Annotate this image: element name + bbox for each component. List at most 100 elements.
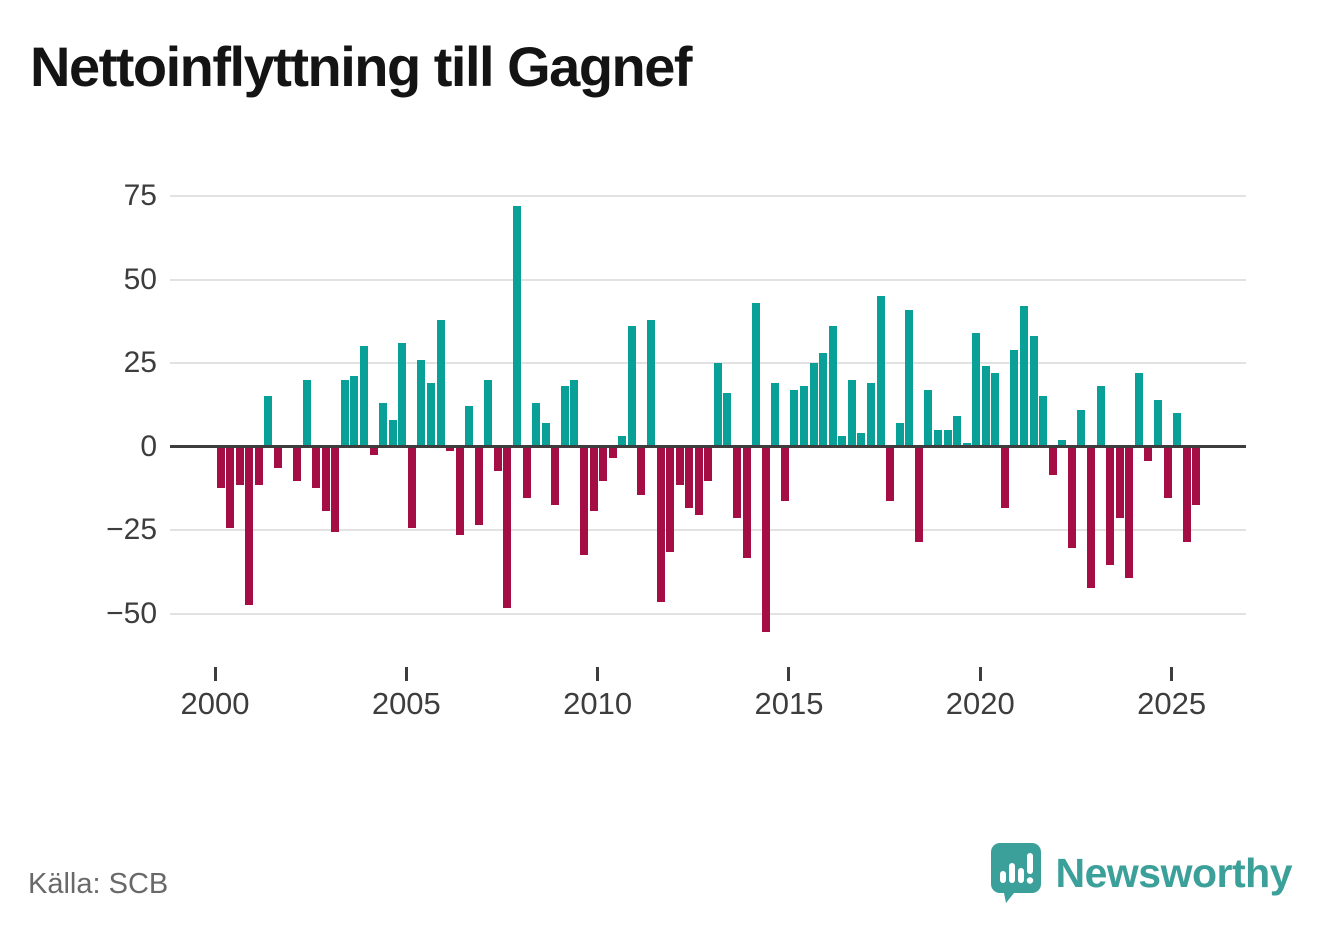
x-tick [596, 667, 600, 681]
bar [254, 448, 263, 485]
bar [627, 326, 636, 447]
bar [876, 296, 885, 447]
bar [733, 448, 742, 519]
bar [723, 393, 732, 447]
bar [560, 386, 569, 447]
bar [1182, 448, 1191, 542]
newsworthy-logo-icon [990, 843, 1041, 903]
bar [245, 448, 254, 605]
bar [780, 448, 789, 502]
bar [522, 448, 531, 499]
x-tick-label: 2005 [371, 686, 441, 721]
x-tick-label: 2015 [754, 686, 824, 721]
bar [436, 319, 445, 447]
bar [484, 379, 493, 447]
bar [1144, 448, 1153, 462]
bar [1058, 439, 1067, 447]
y-tick-label: 25 [123, 346, 157, 379]
bar [331, 448, 340, 532]
bar [551, 448, 560, 505]
bar [493, 448, 502, 472]
y-tick-label: 75 [123, 179, 157, 212]
bar [800, 386, 809, 447]
bar [417, 359, 426, 447]
bar [350, 376, 359, 447]
bar [1115, 448, 1124, 519]
bar [1153, 399, 1162, 447]
bar [933, 429, 942, 447]
bar [981, 366, 990, 447]
bar [1029, 336, 1038, 447]
x-tick-label: 2020 [945, 686, 1015, 721]
bar [962, 443, 971, 447]
source-label: Källa: SCB [28, 868, 169, 900]
bar [866, 383, 875, 447]
bar [656, 448, 665, 602]
bar [226, 448, 235, 529]
x-tick [404, 667, 408, 681]
bar [771, 383, 780, 447]
bar [1087, 448, 1095, 589]
bar [809, 363, 818, 447]
y-tick-label: 50 [123, 262, 157, 296]
x-tick [787, 667, 791, 681]
bar [1010, 349, 1019, 447]
bar [359, 346, 368, 447]
bar [273, 448, 282, 469]
bar [513, 206, 522, 447]
bar [570, 379, 579, 447]
x-tick [1170, 667, 1174, 681]
x-tick [213, 667, 217, 681]
bar [1096, 386, 1105, 447]
x-tick [978, 667, 982, 681]
bar [608, 448, 617, 459]
bar [446, 448, 455, 452]
gridline [170, 612, 1246, 615]
bar [1134, 373, 1143, 447]
bar [1048, 448, 1057, 475]
bar [1000, 448, 1009, 509]
bar [819, 352, 828, 447]
bar [666, 448, 675, 552]
gridline [170, 362, 1246, 364]
newsworthy-logo-label: Newsworthy [1055, 849, 1293, 896]
bar [216, 448, 225, 489]
gridline [170, 529, 1246, 531]
bar [264, 396, 273, 447]
bar [1039, 396, 1048, 447]
gridline [170, 195, 1246, 197]
bar [1173, 413, 1182, 447]
y-tick-label: −25 [106, 513, 157, 546]
bar [675, 448, 684, 485]
bar [761, 448, 770, 632]
bar [503, 448, 512, 609]
bar [321, 448, 330, 512]
bar [379, 403, 388, 447]
bar [589, 448, 598, 512]
bar [752, 302, 761, 447]
newsworthy-logo[interactable]: Newsworthy [990, 842, 1293, 904]
bar [847, 379, 856, 447]
bar [235, 448, 244, 485]
bar [905, 309, 914, 447]
bar [599, 448, 608, 482]
gridline [170, 278, 1246, 281]
bar [1192, 448, 1201, 505]
bar [474, 448, 483, 525]
bar [465, 406, 474, 447]
bar [953, 416, 962, 447]
bar [388, 419, 397, 447]
bar [532, 403, 541, 447]
bar [1077, 409, 1086, 447]
bar [1106, 448, 1115, 565]
bar [704, 448, 713, 482]
bar [541, 423, 550, 447]
bar [972, 332, 981, 447]
bar [914, 448, 923, 542]
bar [618, 436, 627, 447]
bar [293, 448, 302, 482]
bar [580, 448, 588, 555]
bar [713, 363, 722, 447]
